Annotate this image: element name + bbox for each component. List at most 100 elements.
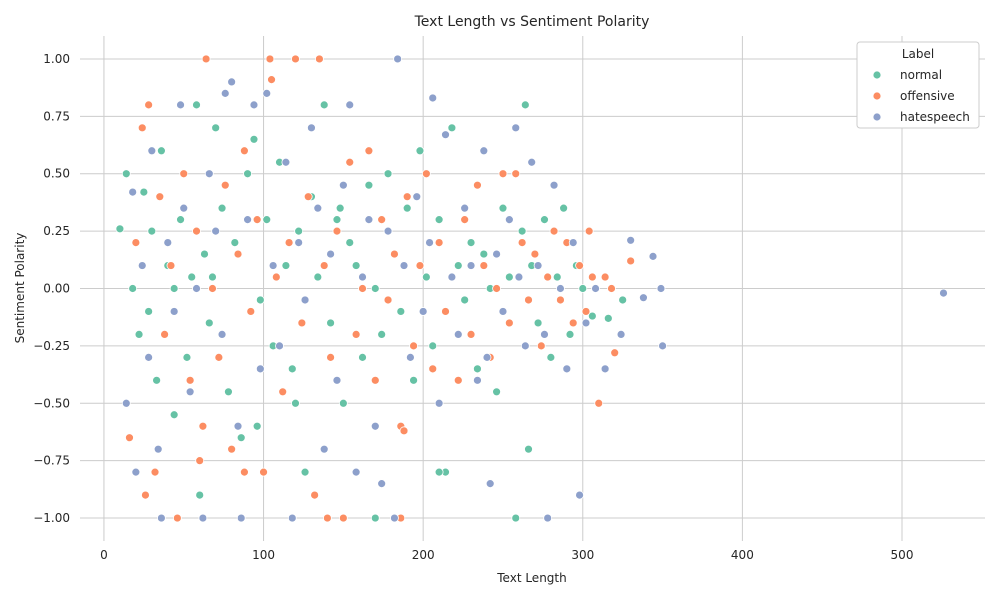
data-point-offensive — [610, 348, 620, 358]
x-tick-label: 300 — [571, 548, 594, 562]
data-point-normal — [434, 467, 444, 477]
y-tick-label: −0.25 — [33, 339, 70, 353]
data-point-offensive — [453, 375, 463, 385]
data-point-offensive — [524, 295, 533, 305]
legend-label-normal: normal — [900, 68, 942, 82]
data-point-offensive — [208, 284, 217, 293]
data-point-normal — [351, 261, 361, 270]
data-point-offensive — [198, 421, 208, 431]
data-point-hatespeech — [591, 284, 600, 293]
data-point-normal — [358, 352, 367, 362]
data-point-normal — [147, 226, 157, 236]
data-point-offensive — [160, 330, 169, 339]
data-point-normal — [287, 364, 297, 374]
data-point-hatespeech — [405, 352, 415, 362]
data-point-normal — [243, 169, 252, 179]
data-point-hatespeech — [358, 272, 367, 282]
data-point-normal — [182, 352, 192, 362]
data-point-normal — [415, 146, 425, 156]
data-point-offensive — [409, 341, 418, 351]
data-point-normal — [157, 146, 166, 156]
data-point-hatespeech — [176, 100, 185, 110]
legend-items: normal offensive hatespeech — [872, 68, 970, 124]
chart-title: Text Length vs Sentiment Polarity — [414, 14, 650, 30]
data-point-offensive — [584, 226, 594, 236]
data-point-offensive — [460, 215, 470, 225]
data-point-offensive — [504, 318, 514, 328]
data-point-offensive — [150, 467, 160, 477]
y-tick-label: 1.00 — [43, 52, 70, 66]
data-point-hatespeech — [211, 226, 221, 236]
data-point-hatespeech — [562, 364, 572, 374]
data-point-hatespeech — [204, 169, 214, 179]
data-point-hatespeech — [268, 261, 278, 270]
data-point-offensive — [278, 387, 288, 397]
data-point-normal — [533, 318, 543, 328]
data-point-hatespeech — [543, 513, 553, 523]
data-point-offensive — [600, 272, 610, 282]
data-point-offensive — [322, 513, 332, 523]
x-axis-label: Text Length — [496, 571, 566, 585]
data-point-normal — [504, 272, 514, 282]
data-point-normal — [520, 100, 530, 110]
data-point-hatespeech — [658, 341, 667, 351]
data-point-hatespeech — [233, 421, 243, 431]
x-tick-label: 400 — [731, 548, 754, 562]
grid-layer — [80, 36, 985, 541]
data-point-normal — [176, 215, 185, 225]
data-point-hatespeech — [575, 490, 584, 500]
data-point-offensive — [549, 226, 559, 236]
data-point-normal — [128, 284, 138, 293]
data-point-normal — [187, 272, 197, 282]
y-tick-label: 0.00 — [43, 282, 70, 296]
data-point-hatespeech — [504, 215, 514, 225]
legend-title: Label — [902, 47, 934, 61]
data-point-normal — [559, 203, 569, 213]
data-point-offensive — [581, 307, 591, 316]
data-point-offensive — [166, 261, 176, 270]
y-tick-label: −0.75 — [33, 454, 70, 468]
data-point-normal — [335, 203, 345, 213]
data-point-normal — [192, 100, 201, 110]
data-point-hatespeech — [485, 479, 495, 489]
data-point-normal — [152, 375, 162, 385]
data-point-offensive — [575, 261, 584, 270]
data-point-offensive — [479, 261, 489, 270]
data-point-hatespeech — [370, 421, 380, 431]
data-point-offensive — [332, 226, 342, 236]
data-point-hatespeech — [287, 513, 297, 523]
x-tick-label: 200 — [412, 548, 435, 562]
data-point-offensive — [125, 433, 134, 443]
y-tick-label: 0.25 — [43, 224, 70, 238]
data-point-hatespeech — [147, 146, 157, 156]
data-point-hatespeech — [249, 100, 259, 110]
data-point-hatespeech — [131, 467, 141, 477]
data-point-offensive — [155, 192, 165, 202]
data-point-offensive — [441, 307, 450, 316]
data-point-offensive — [252, 215, 262, 225]
data-point-hatespeech — [399, 261, 409, 270]
data-point-hatespeech — [326, 249, 335, 259]
data-point-offensive — [310, 490, 320, 500]
series-offensive — [125, 54, 636, 523]
x-tick-label: 100 — [252, 548, 275, 562]
data-point-normal — [300, 467, 310, 477]
data-point-offensive — [626, 256, 636, 266]
data-point-hatespeech — [313, 203, 323, 213]
data-point-normal — [511, 513, 521, 523]
data-point-normal — [144, 307, 154, 316]
data-point-hatespeech — [220, 88, 230, 98]
data-point-hatespeech — [332, 375, 342, 385]
data-point-offensive — [259, 467, 268, 477]
data-point-normal — [338, 398, 348, 408]
data-point-hatespeech — [648, 251, 658, 261]
data-point-hatespeech — [144, 352, 154, 362]
data-point-normal — [618, 295, 628, 305]
data-point-normal — [195, 490, 205, 500]
data-point-normal — [169, 410, 179, 420]
data-point-offensive — [530, 249, 540, 259]
legend-frame — [856, 41, 980, 129]
data-point-offensive — [319, 261, 329, 270]
